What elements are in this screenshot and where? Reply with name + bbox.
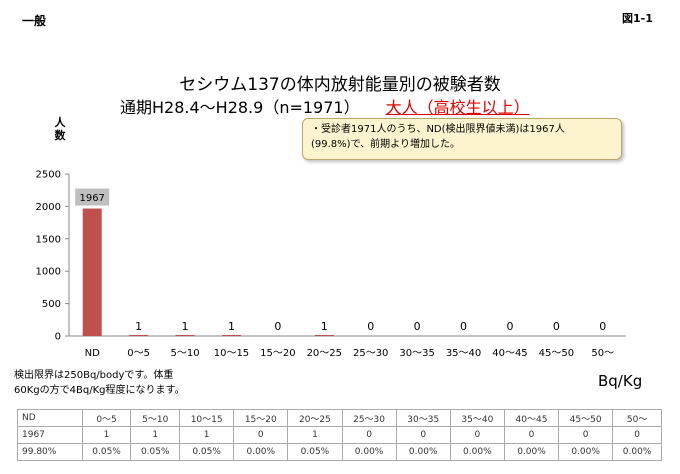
table-cell: 40〜45 (503, 409, 560, 427)
table-cell: 99.80% (17, 443, 83, 461)
x-tick-label: 50〜 (591, 348, 614, 359)
bar (221, 335, 241, 336)
figure-id: 図1-1 (622, 12, 653, 25)
table-cell: 50〜 (612, 409, 662, 427)
table-cell: 0.05% (287, 443, 343, 461)
table-cell: 0 (341, 426, 397, 444)
note-line-1: ・受診者1971人のうち、ND(検出限界値未満)は1967人 (311, 124, 565, 135)
note-callout: ・受診者1971人のうち、ND(検出限界値未満)は1967人 (99.8%)で、… (302, 118, 622, 160)
table-cell: 1 (287, 426, 343, 444)
y-tick-label: 2500 (36, 170, 61, 181)
x-tick-label: 0〜5 (127, 348, 150, 359)
x-tick-label: ND (85, 348, 100, 359)
data-table: ND 0〜5 5〜10 10〜15 15〜20 20〜25 25〜30 30〜35 35〜40 4… (17, 409, 662, 461)
table-cell: 0.00% (449, 443, 505, 461)
table-cell: 20〜25 (287, 409, 343, 427)
value-label: 0 (553, 320, 560, 333)
table-cell: 0.05% (81, 443, 132, 461)
value-label: 0 (367, 320, 374, 333)
table-cell: 0 (449, 426, 505, 444)
chart-subtitle: 通期H28.4〜H28.9（n=1971） 大人（高校生以上） (120, 94, 530, 118)
table-cell: 0.00% (395, 443, 451, 461)
value-label: 1967 (79, 193, 104, 204)
bar (129, 335, 149, 336)
table-cell: 0 (503, 426, 560, 444)
table-cell: 1 (130, 426, 181, 444)
y-tick-label: 2000 (36, 202, 61, 213)
y-axis-label: 人数 (54, 116, 66, 142)
x-tick-label: 45〜50 (539, 348, 574, 359)
table-cell: 10〜15 (179, 409, 235, 427)
value-label-box (75, 188, 110, 206)
table-cell: 0 (612, 426, 662, 444)
value-label: 1 (228, 320, 235, 333)
table-cell: 0.00% (612, 443, 662, 461)
table-row-count: 1967 1 1 1 0 1 0 0 0 0 0 0 (17, 426, 662, 444)
table-cell: 0.00% (503, 443, 560, 461)
y-tick-label: 1500 (36, 234, 61, 245)
note-line-2: (99.8%)で、前期より増加した。 (311, 139, 460, 150)
table-cell: 5〜10 (130, 409, 181, 427)
table-cell: 0.05% (130, 443, 181, 461)
value-label: 0 (599, 320, 606, 333)
x-tick-label: 15〜20 (260, 348, 295, 359)
table-cell: 1 (81, 426, 132, 444)
value-label: 0 (506, 320, 513, 333)
value-label: 1 (135, 320, 142, 333)
bar (175, 335, 195, 336)
bar (314, 335, 334, 336)
x-tick-label: 35〜40 (446, 348, 481, 359)
table-cell: 0 (233, 426, 289, 444)
table-cell: 35〜40 (449, 409, 505, 427)
x-tick-label: 10〜15 (214, 348, 249, 359)
bar (82, 208, 102, 336)
table-cell: 15〜20 (233, 409, 289, 427)
x-tick-label: 30〜35 (399, 348, 434, 359)
detection-limit-note: 検出限界は250Bq/bodyです。体重 60Kgの方で4Bq/Kg程度になりま… (14, 368, 184, 398)
y-tick-label: 0 (55, 332, 61, 343)
table-cell: 0〜5 (81, 409, 132, 427)
table-cell: 25〜30 (341, 409, 397, 427)
table-row-percent: 99.80% 0.05% 0.05% 0.05% 0.00% 0.05% 0.00% 0.00… (17, 443, 662, 461)
x-axis-unit: Bq/Kg (598, 372, 643, 390)
table-cell: 0.00% (341, 443, 397, 461)
x-tick-label: 5〜10 (170, 348, 199, 359)
bar-chart: 050010001500200025001967ND10〜515〜10110〜1… (36, 170, 626, 359)
table-cell: 45〜50 (558, 409, 614, 427)
table-cell: 0.00% (233, 443, 289, 461)
table-cell: 0.05% (179, 443, 235, 461)
chart-title: セシウム137の体内放射能量別の被験者数 (179, 75, 501, 95)
value-label: 1 (321, 320, 328, 333)
value-label: 0 (274, 320, 281, 333)
y-tick-label: 1000 (36, 267, 61, 278)
group-highlight: 大人（高校生以上） (385, 98, 530, 117)
detection-line-2: 60Kgの方で4Bq/Kg程度になります。 (14, 385, 185, 396)
table-cell: 0.00% (558, 443, 614, 461)
period-text: 通期H28.4〜H28.9（n=1971） (120, 98, 360, 117)
category-tag: 一般 (22, 14, 47, 28)
table-cell: 0 (395, 426, 451, 444)
table-cell: ND (17, 409, 83, 427)
x-tick-label: 25〜30 (353, 348, 388, 359)
table-cell: 0 (558, 426, 614, 444)
value-label: 1 (182, 320, 189, 333)
table-row-category: ND 0〜5 5〜10 10〜15 15〜20 20〜25 25〜30 30〜35 35〜40 4… (17, 409, 662, 427)
y-tick-label: 500 (42, 299, 61, 310)
x-tick-label: 20〜25 (307, 348, 342, 359)
detection-line-1: 検出限界は250Bq/bodyです。体重 (14, 370, 174, 381)
x-tick-label: 40〜45 (492, 348, 527, 359)
table-cell: 1967 (17, 426, 83, 444)
table-cell: 30〜35 (395, 409, 451, 427)
table-cell: 1 (179, 426, 235, 444)
value-label: 0 (414, 320, 421, 333)
value-label: 0 (460, 320, 467, 333)
